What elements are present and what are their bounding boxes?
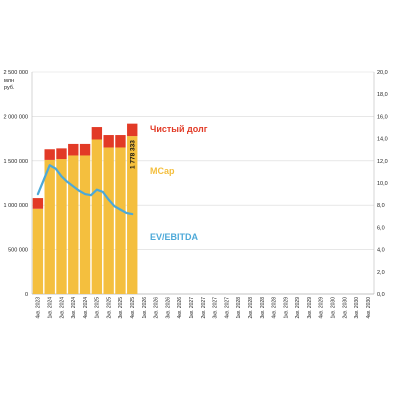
legend-label: MCap	[150, 166, 175, 176]
bar-net-debt	[127, 123, 138, 137]
legend-label: Чистый долг	[150, 124, 208, 134]
legend: Чистый долг MCap EV/EBITDA	[150, 124, 208, 242]
x-axis-ticks: 4кв. 2023 1кв. 2024 2кв. 2024 3кв. 2024 4кв.…	[36, 297, 372, 319]
x-tick-label: 3кв. 2027	[213, 297, 219, 319]
x-tick-label: 4кв. 2028	[272, 297, 278, 319]
legend-label: EV/EBITDA	[150, 232, 199, 242]
y2-tick-label: 18,0	[377, 92, 388, 98]
x-tick-label: 3кв. 2026	[165, 297, 171, 319]
x-tick-label: 3кв. 2028	[260, 297, 266, 319]
bar-net-debt	[68, 143, 79, 156]
x-tick-label: 2кв. 2026	[154, 297, 160, 319]
y2-tick-label: 10,0	[377, 181, 388, 187]
bar-mcap	[68, 155, 79, 294]
y2-axis-ticks: 0,0 2,0 4,0 6,0 8,0 10,0 12,0 14,0 16,0 18,0 20,0	[377, 70, 388, 298]
x-tick-label: 4кв. 2025	[130, 297, 136, 319]
x-tick-label: 4кв. 2029	[319, 297, 325, 319]
x-tick-label: 3кв. 2030	[354, 297, 360, 319]
x-tick-label: 4кв. 2026	[177, 297, 183, 319]
unit-label-line: млн	[4, 78, 14, 84]
bar-net-debt	[79, 143, 91, 156]
y2-tick-label: 16,0	[377, 114, 388, 120]
y-tick-label: 1 000 000	[4, 203, 28, 209]
bars	[32, 123, 138, 294]
y2-tick-label: 12,0	[377, 159, 388, 165]
ev-ebitda-line-group	[36, 164, 134, 216]
y-axis-ticks: 0 500 000 1 000 000 1 500 000 2 000 000 2 500…	[4, 70, 28, 298]
x-tick-label: 1кв. 2024	[47, 297, 53, 319]
y2-tick-label: 20,0	[377, 70, 388, 76]
y2-tick-label: 2,0	[377, 270, 385, 276]
bar-mcap	[79, 155, 91, 294]
x-tick-label: 1кв. 2030	[331, 297, 337, 319]
x-tick-label: 3кв. 2029	[307, 297, 313, 319]
x-tick-label: 4кв. 2027	[224, 297, 230, 319]
y2-tick-label: 8,0	[377, 203, 385, 209]
y-tick-label: 1 500 000	[4, 159, 28, 165]
x-tick-label: 2кв. 2027	[201, 297, 207, 319]
y2-tick-label: 4,0	[377, 248, 385, 254]
y2-tick-label: 6,0	[377, 225, 385, 231]
x-tick-label: 1кв. 2029	[283, 297, 289, 319]
bar-net-debt	[44, 149, 55, 160]
unit-label-line: руб.	[4, 85, 15, 91]
bar-net-debt	[115, 135, 126, 148]
bar-net-debt	[56, 148, 67, 160]
x-tick-label: 2кв. 2028	[248, 297, 254, 319]
x-tick-label: 2кв. 2025	[106, 297, 112, 319]
y-tick-label: 2 000 000	[4, 114, 28, 120]
bar-net-debt	[32, 198, 44, 209]
x-tick-label: 2кв. 2030	[342, 297, 348, 319]
y-tick-label: 2 500 000	[4, 70, 28, 76]
x-tick-label: 2кв. 2029	[295, 297, 301, 319]
y-tick-label: 0	[25, 292, 28, 298]
x-tick-label: 1кв. 2025	[95, 297, 101, 319]
bar-net-debt	[103, 135, 114, 148]
x-tick-label: 1кв. 2026	[142, 297, 148, 319]
bar-mcap	[56, 159, 67, 294]
data-labels: 1 778 333	[129, 140, 136, 169]
x-tick-label: 3кв. 2024	[71, 297, 77, 319]
bar-mcap	[115, 147, 126, 294]
y2-tick-label: 14,0	[377, 137, 388, 143]
ev-ebitda-line	[36, 164, 134, 216]
x-tick-label: 4кв. 2030	[366, 297, 372, 319]
y2-tick-label: 0,0	[377, 292, 385, 298]
bar-mcap	[103, 147, 114, 294]
x-tick-label: 3кв. 2025	[118, 297, 124, 319]
x-tick-label: 1кв. 2027	[189, 297, 195, 319]
bar-mcap	[91, 139, 103, 294]
x-tick-label: 1кв. 2028	[236, 297, 242, 319]
y-tick-label: 500 000	[8, 248, 28, 254]
x-tick-label: 2кв. 2024	[59, 297, 65, 319]
data-label: 1 778 333	[129, 140, 136, 169]
x-tick-label: 4кв. 2024	[83, 297, 89, 319]
bar-mcap	[32, 208, 44, 294]
bar-net-debt	[91, 127, 103, 140]
bar-mcap	[44, 159, 55, 294]
x-tick-label: 4кв. 2023	[36, 297, 42, 319]
